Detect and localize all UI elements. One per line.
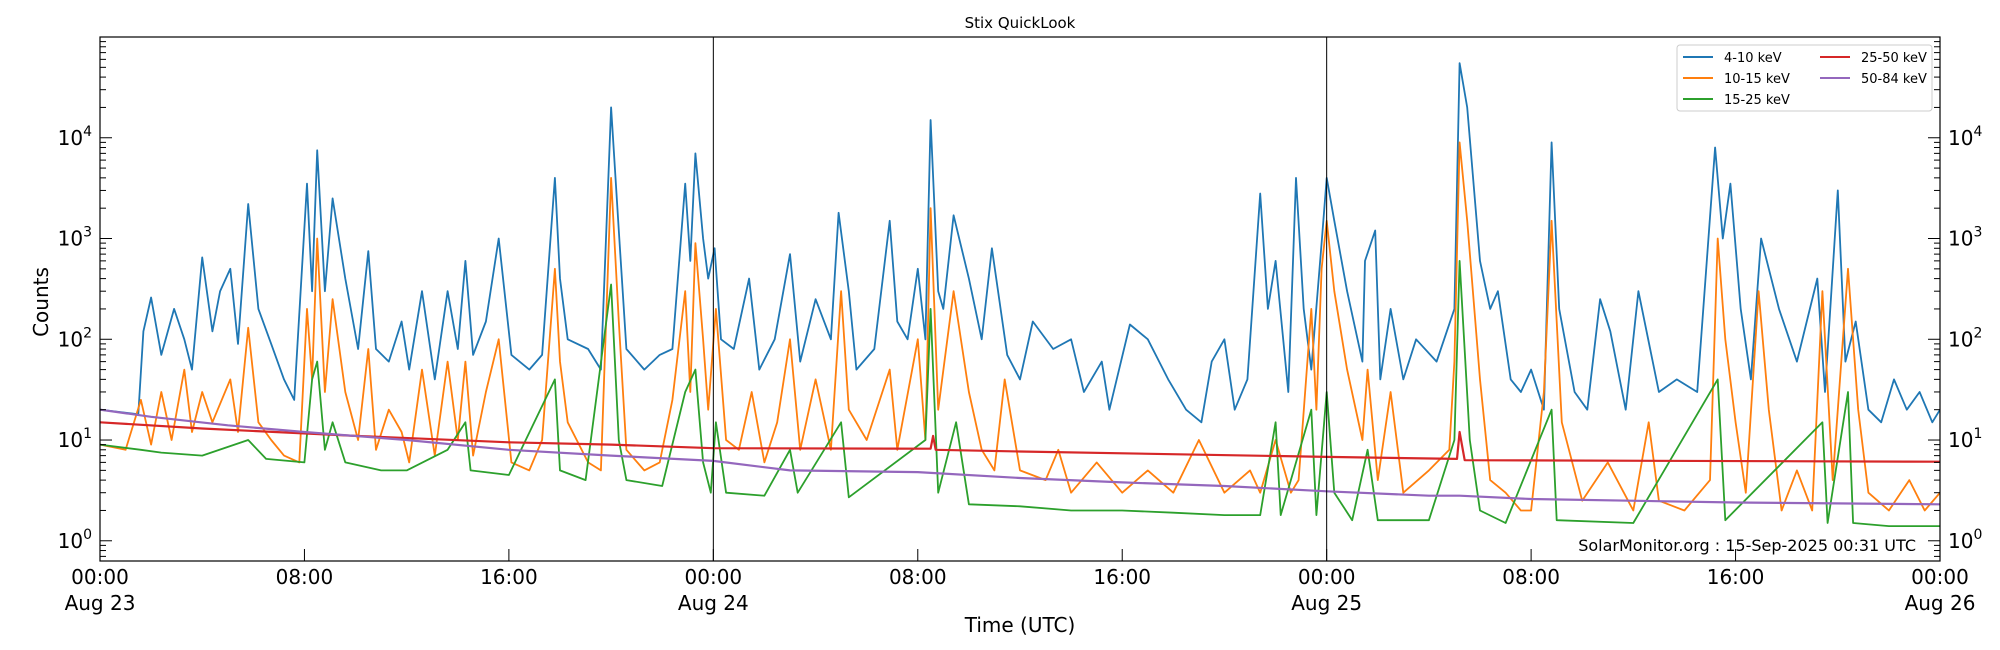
y-tick-exponent: 1 xyxy=(83,426,92,442)
x-tick-label: 16:00 xyxy=(1707,565,1765,589)
x-tick-date-label: Aug 26 xyxy=(1905,591,1976,615)
y-tick-exponent: 0 xyxy=(83,527,92,543)
legend-item: 50-84 keV xyxy=(1820,72,1927,87)
x-tick-date-label: Aug 25 xyxy=(1291,591,1362,615)
series-line-10-15-kev xyxy=(100,141,1940,512)
series-line-25-50-kev xyxy=(100,421,1940,463)
x-tick-label: 08:00 xyxy=(889,565,947,589)
y-tick-label-left: 101 xyxy=(58,426,92,452)
series-layer xyxy=(100,62,1940,527)
x-axis-label: Time (UTC) xyxy=(964,613,1076,637)
plot-frame xyxy=(99,36,1941,562)
y-tick-base: 10 xyxy=(1948,227,1973,251)
y-tick-base: 10 xyxy=(58,227,83,251)
legend-label: 4-10 keV xyxy=(1724,51,1782,66)
x-tick-label: 08:00 xyxy=(276,565,334,589)
legend-label: 50-84 keV xyxy=(1861,72,1927,87)
x-tick-label: 00:00 xyxy=(71,565,129,589)
legend-label: 25-50 keV xyxy=(1861,51,1927,66)
y-tick-label-right: 101 xyxy=(1948,426,1982,452)
legend-label: 15-25 keV xyxy=(1724,93,1790,108)
y-tick-exponent: 0 xyxy=(1973,527,1982,543)
legend: 4-10 keV 10-15 keV 15-25 keV 25-50 keV 50-84… xyxy=(1676,44,1933,112)
y-tick-base: 10 xyxy=(58,428,83,452)
y-tick-label-left: 100 xyxy=(58,527,92,553)
series-line-15-25-kev xyxy=(100,259,1940,527)
x-tick-label: 08:00 xyxy=(1502,565,1560,589)
legend-item: 10-15 keV xyxy=(1683,72,1790,87)
legend-item: 4-10 keV xyxy=(1683,51,1782,66)
y-tick-base: 10 xyxy=(1948,327,1973,351)
y-tick-exponent: 3 xyxy=(1973,225,1982,241)
y-tick-label-left: 103 xyxy=(58,225,92,251)
y-tick-base: 10 xyxy=(1948,529,1973,553)
y-tick-base: 10 xyxy=(58,327,83,351)
chart-title: Stix QuickLook xyxy=(965,14,1076,32)
x-tick-date-label: Aug 24 xyxy=(678,591,749,615)
y-tick-label-left: 104 xyxy=(58,124,92,150)
x-tick-date-label: Aug 23 xyxy=(65,591,136,615)
y-tick-label-right: 103 xyxy=(1948,225,1982,251)
x-tick-label: 16:00 xyxy=(1093,565,1151,589)
y-tick-exponent: 4 xyxy=(1973,124,1982,140)
legend-label: 10-15 keV xyxy=(1724,72,1790,87)
x-tick-label: 16:00 xyxy=(480,565,538,589)
x-tick-label: 00:00 xyxy=(1911,565,1969,589)
y-tick-base: 10 xyxy=(1948,428,1973,452)
y-tick-label-left: 102 xyxy=(58,325,92,351)
watermark: SolarMonitor.org : 15-Sep-2025 00:31 UTC xyxy=(1578,536,1916,555)
x-tick-label: 00:00 xyxy=(685,565,743,589)
y-tick-label-right: 100 xyxy=(1948,527,1982,553)
legend-box xyxy=(1676,44,1933,112)
y-tick-label-right: 102 xyxy=(1948,325,1982,351)
series-line-4-10-kev xyxy=(100,62,1940,424)
legend-item: 15-25 keV xyxy=(1683,93,1790,108)
y-tick-base: 10 xyxy=(1948,126,1973,150)
series-line-50-84-kev xyxy=(100,408,1940,506)
y-tick-exponent: 2 xyxy=(1973,325,1982,341)
y-tick-exponent: 3 xyxy=(83,225,92,241)
y-tick-exponent: 4 xyxy=(83,124,92,140)
y-tick-base: 10 xyxy=(58,126,83,150)
y-tick-exponent: 2 xyxy=(83,325,92,341)
y-axis-label: Counts xyxy=(29,267,53,337)
y-tick-exponent: 1 xyxy=(1973,426,1982,442)
y-tick-base: 10 xyxy=(58,529,83,553)
x-tick-label: 00:00 xyxy=(1298,565,1356,589)
legend-item: 25-50 keV xyxy=(1820,51,1927,66)
y-tick-label-right: 104 xyxy=(1948,124,1982,150)
